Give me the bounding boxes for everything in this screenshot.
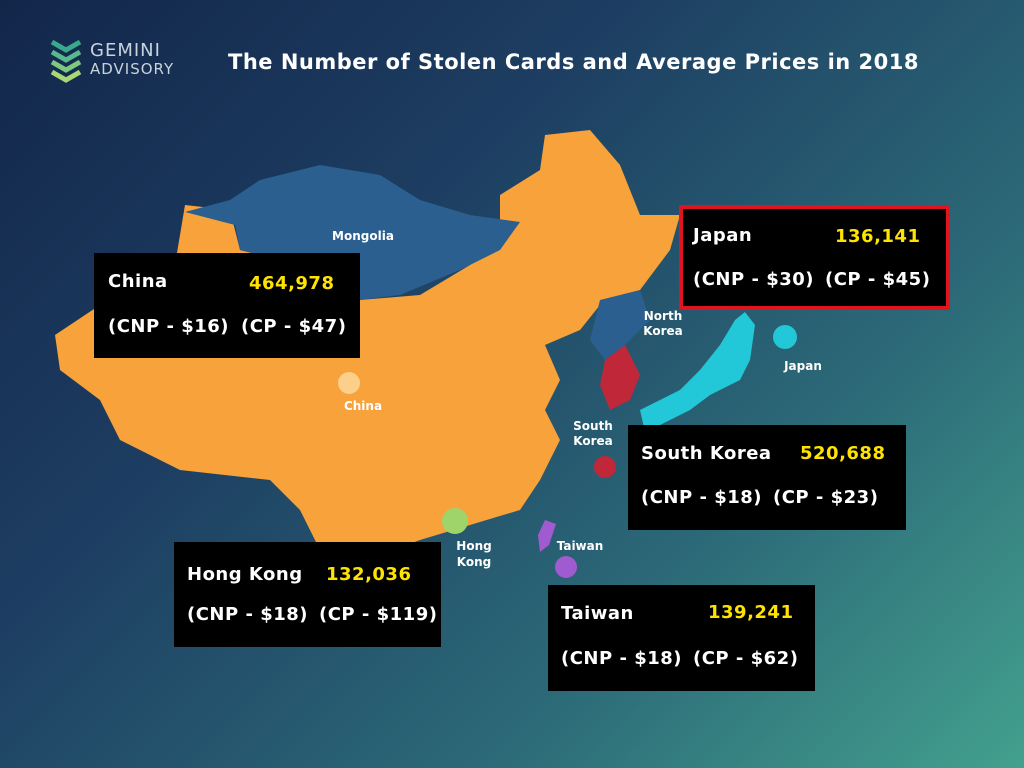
map-label: Hong [456,539,491,553]
japan-shape [640,280,775,432]
cp: (CP - $23) [773,487,879,508]
map-label: Taiwan [557,539,604,553]
count: 464,978 [249,273,335,294]
cp: (CP - $47) [241,316,347,337]
cp: (CP - $62) [693,648,799,669]
logo-text: GEMINI [90,40,161,61]
country: South Korea [641,443,772,464]
taiwan-dot [555,556,577,578]
title: The Number of Stolen Cards and Average P… [228,50,919,74]
cp: (CP - $119) [319,604,438,625]
logo-icon [50,39,82,83]
callout: South Korea 520,688 (CNP - $18) (CP - $2… [628,425,906,530]
country: Japan [693,225,753,246]
japan-dot [773,325,797,349]
map-label: Korea [573,434,613,448]
map-label: South [573,419,613,433]
taiwan-shape [538,520,556,552]
mongolia-shape [185,165,520,300]
south-korea-shape [600,345,640,410]
callout: China 464,978 (CNP - $16) (CP - $47) [94,253,360,358]
map-label: Korea [643,324,683,338]
north-korea-shape [590,290,650,360]
map-label: Japan [783,359,822,373]
china-shape [55,130,680,555]
map-label: China [344,399,382,413]
map-label: Mongolia [332,229,394,243]
cnp: (CNP - $18) [187,604,308,625]
cnp: (CNP - $18) [561,648,682,669]
count: 136,141 [835,226,921,247]
cnp: (CNP - $30) [693,269,814,290]
cp: (CP - $45) [825,269,931,290]
callout: Japan 136,141 (CNP - $30) (CP - $45) [679,205,950,310]
count: 139,241 [708,602,794,623]
count: 132,036 [326,564,412,585]
logo-text: ADVISORY [90,60,175,78]
hong-kong-dot [442,508,468,534]
count: 520,688 [800,443,886,464]
china-dot [338,372,360,394]
country: Hong Kong [187,564,303,585]
south-korea-dot [594,456,616,478]
cnp: (CNP - $18) [641,487,762,508]
map-label: Kong [457,555,491,569]
country: Taiwan [561,603,634,624]
country: China [108,271,168,292]
callout: Hong Kong 132,036 (CNP - $18) (CP - $119… [174,542,441,647]
cnp: (CNP - $16) [108,316,229,337]
map-label: North [644,309,682,323]
callout: Taiwan 139,241 (CNP - $18) (CP - $62) [548,585,815,691]
